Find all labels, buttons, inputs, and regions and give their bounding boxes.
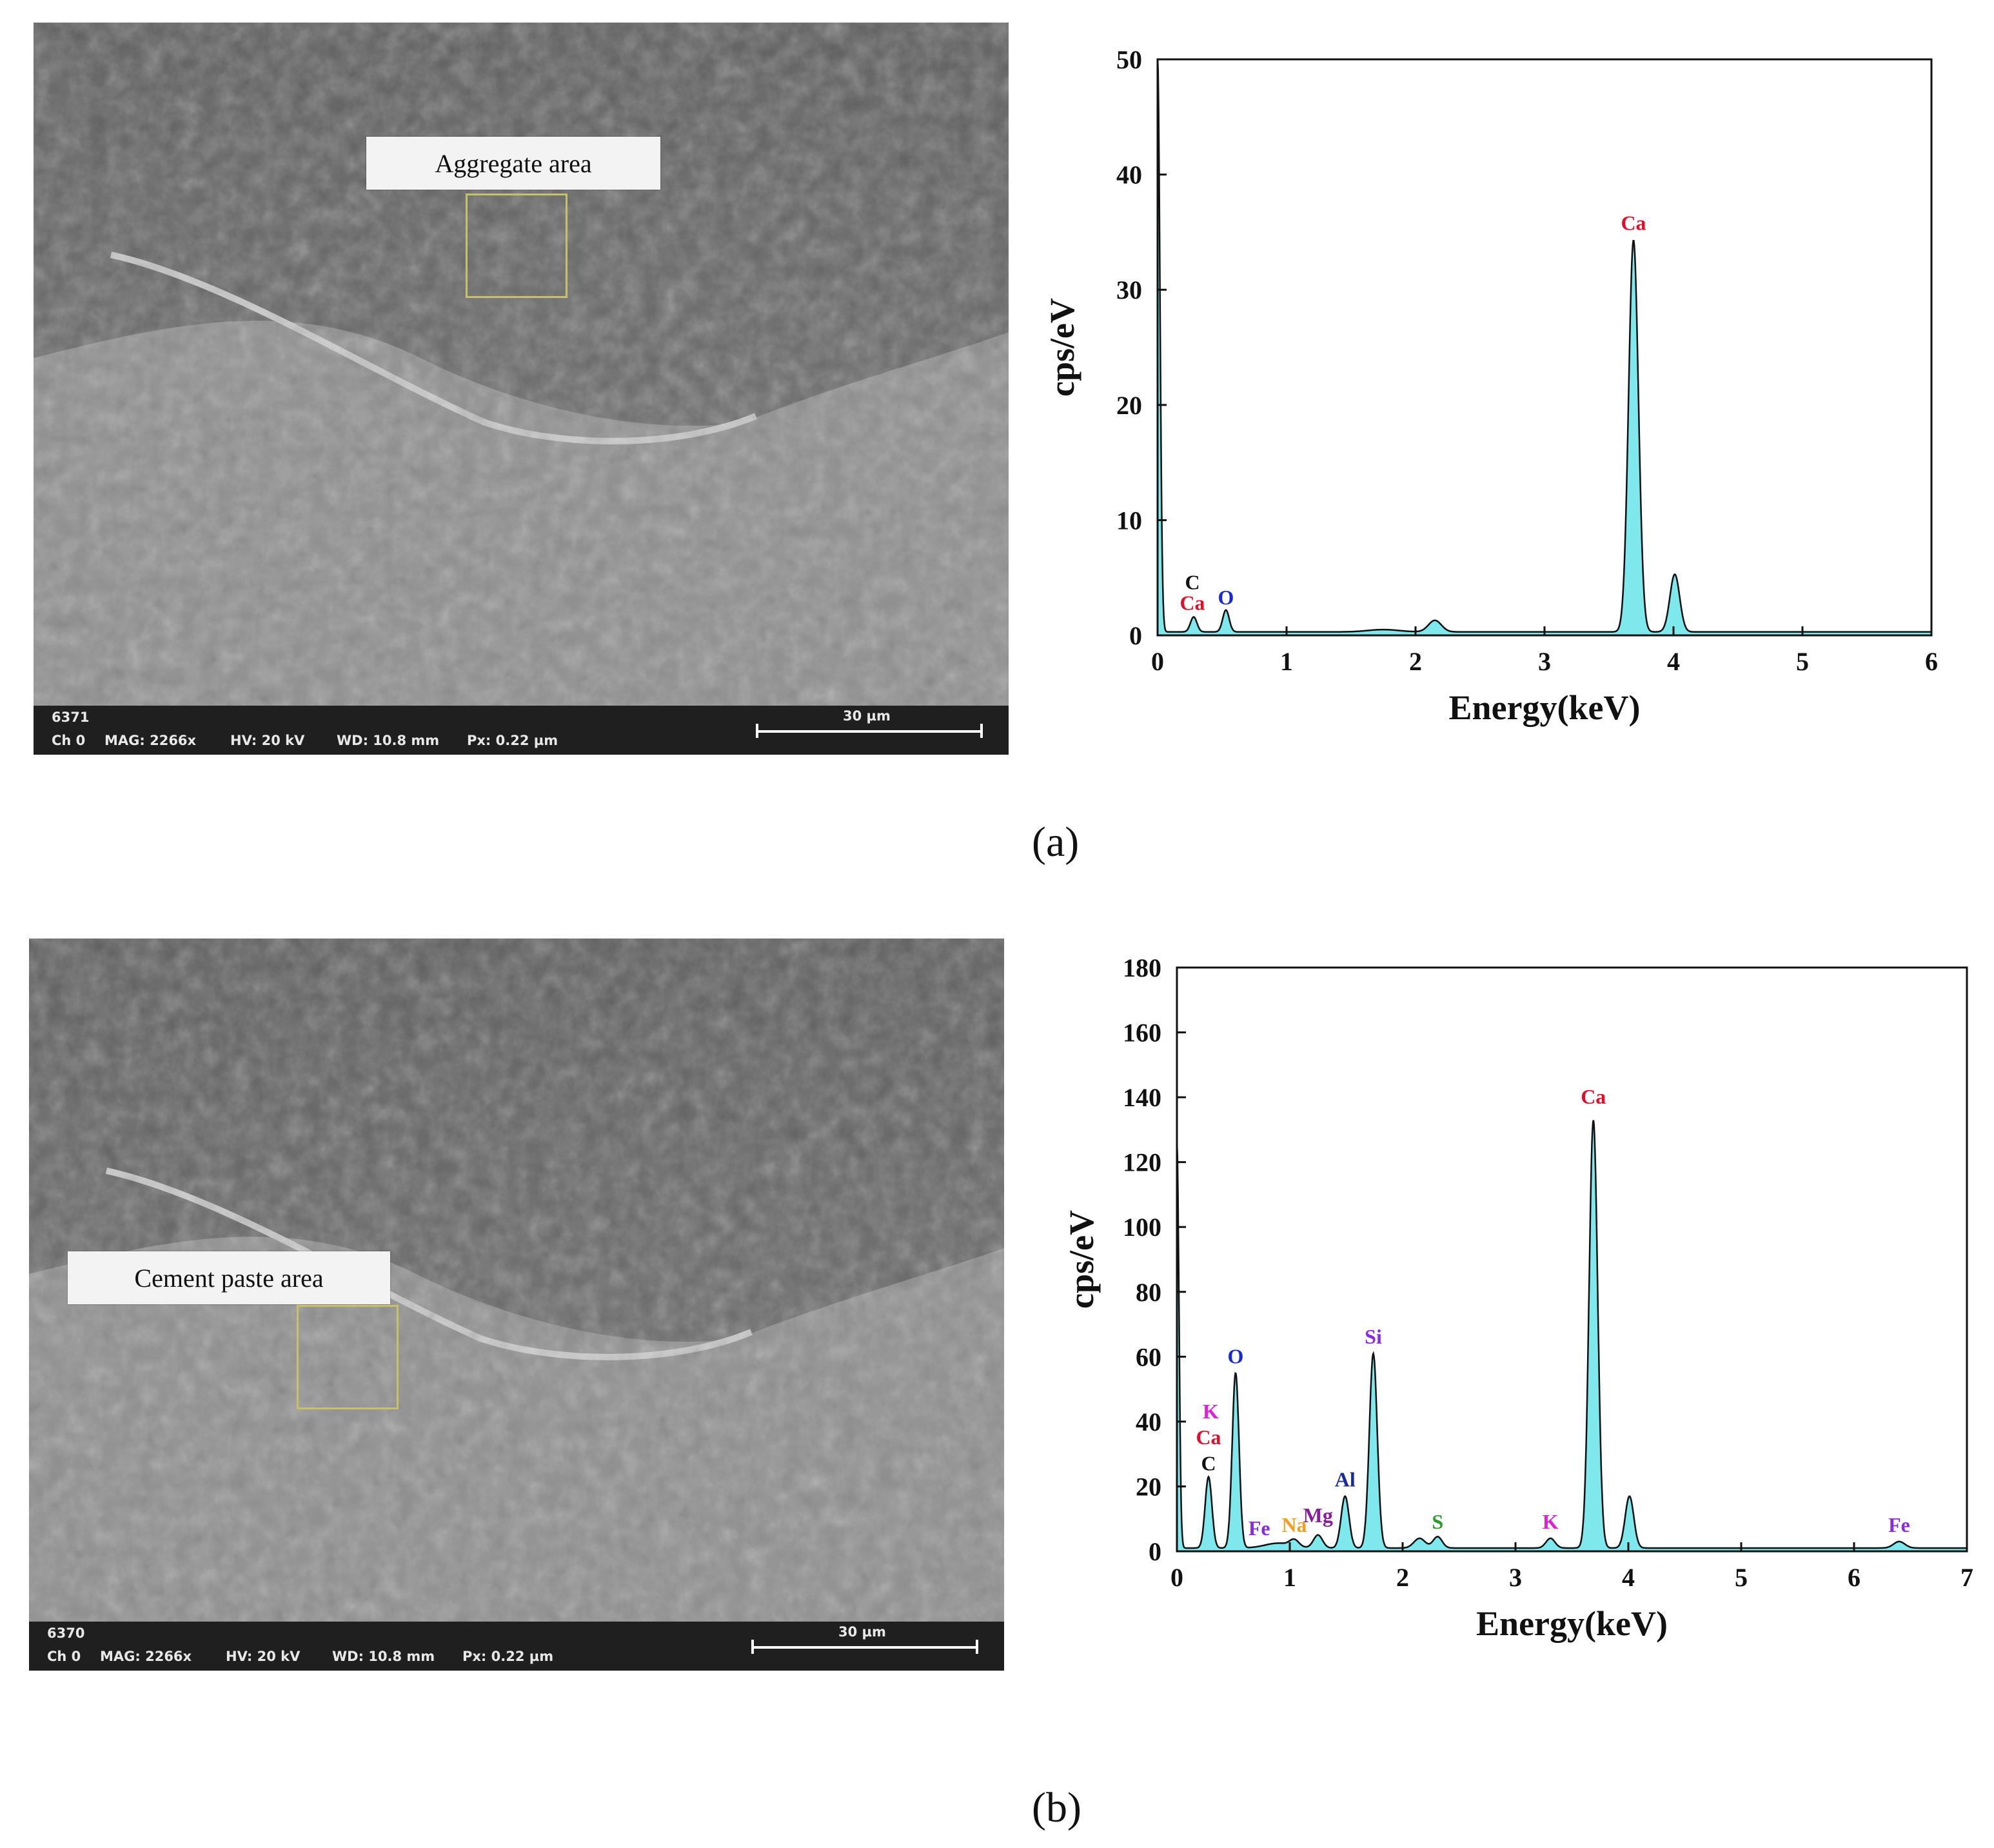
peak-label: Mg	[1303, 1504, 1333, 1527]
y-tick-label: 40	[1136, 1407, 1161, 1436]
sem-channel: Ch 0	[47, 1649, 81, 1664]
x-tick-label: 1	[1283, 1563, 1296, 1592]
peak-label: O	[1228, 1344, 1244, 1367]
x-tick-label: 4	[1667, 647, 1680, 676]
plot-frame	[1156, 58, 1933, 637]
scale-bar-tick-right	[976, 1640, 978, 1654]
scale-bar	[757, 730, 982, 733]
y-tick-label: 10	[1116, 506, 1142, 535]
x-axis-label: Energy(keV)	[1449, 688, 1641, 727]
aggregate-area-label: Aggregate area	[366, 137, 660, 190]
peak-label: Fe	[1888, 1513, 1910, 1536]
y-tick-label: 100	[1123, 1213, 1161, 1242]
y-axis-label: cps/eV	[1043, 298, 1081, 397]
y-tick-label: 0	[1129, 621, 1142, 650]
peak-label: Fe	[1249, 1516, 1270, 1540]
scale-bar	[753, 1646, 977, 1649]
sem-hv: HV: 20 kV	[226, 1649, 301, 1664]
x-tick-label: 3	[1509, 1563, 1522, 1592]
peak-label: K	[1543, 1510, 1559, 1533]
peak-label: Ca	[1581, 1085, 1606, 1108]
x-tick-label: 2	[1396, 1563, 1409, 1592]
y-tick-label: 120	[1123, 1148, 1161, 1177]
peak-label: C	[1201, 1451, 1216, 1475]
peak-label: K	[1203, 1400, 1219, 1423]
y-tick-label: 30	[1116, 275, 1142, 304]
sem-info-bar: 6371 Ch 0 MAG: 2266x HV: 20 kV WD: 10.8 …	[34, 706, 1009, 755]
sem-info-bar: 6370 Ch 0 MAG: 2266x HV: 20 kV WD: 10.8 …	[29, 1622, 1004, 1671]
y-tick-label: 60	[1136, 1342, 1161, 1371]
sem-channel: Ch 0	[52, 733, 86, 748]
scale-bar-tick-left	[751, 1640, 754, 1654]
sem-wd: WD: 10.8 mm	[332, 1649, 435, 1664]
scale-bar-tick-left	[756, 724, 758, 738]
spectrum-area	[1158, 59, 1931, 635]
peak-label: Si	[1365, 1325, 1382, 1348]
y-tick-label: 160	[1123, 1018, 1161, 1048]
plot-frame	[1176, 966, 1968, 1553]
cement-paste-area-label: Cement paste area	[68, 1251, 390, 1304]
x-tick-label: 6	[1848, 1563, 1861, 1592]
roi-box	[466, 194, 568, 298]
roi-box	[297, 1305, 399, 1409]
x-tick-label: 7	[1960, 1563, 1973, 1592]
sem-mag: MAG: 2266x	[100, 1649, 192, 1664]
x-axis-label: Energy(keV)	[1476, 1604, 1668, 1643]
y-tick-label: 80	[1136, 1278, 1161, 1307]
scale-bar-label: 30 µm	[838, 1624, 886, 1640]
sem-texture	[34, 23, 1009, 755]
x-tick-label: 0	[1170, 1563, 1183, 1592]
x-tick-label: 2	[1409, 647, 1422, 676]
peak-label: Na	[1281, 1513, 1307, 1536]
x-tick-label: 5	[1735, 1563, 1748, 1592]
peak-label: S	[1432, 1510, 1443, 1533]
x-tick-label: 4	[1622, 1563, 1635, 1592]
peak-label: Ca	[1621, 211, 1646, 234]
peak-label: Ca	[1196, 1426, 1221, 1449]
scale-bar-label: 30 µm	[843, 708, 891, 724]
sem-mag: MAG: 2266x	[104, 733, 197, 748]
x-tick-label: 5	[1796, 647, 1809, 676]
sem-image-id: 6370	[47, 1625, 85, 1641]
peak-label: O	[1218, 586, 1234, 609]
spectrum-area	[1177, 1120, 1967, 1551]
sem-image-cement-paste: Cement paste area 6370 Ch 0 MAG: 2266x H…	[29, 939, 1004, 1671]
sem-image-aggregate: Aggregate area 6371 Ch 0 MAG: 2266x HV: …	[34, 23, 1009, 755]
subfigure-label-b: (b)	[1032, 1784, 1081, 1831]
eds-spectrum-cement-paste: 0 1 2 3 4 5 6 7 0 20 40 60 80 100 120 140 160 180 Energy(k…	[1062, 953, 1973, 1643]
scale-bar-tick-right	[980, 724, 983, 738]
eds-spectrum-aggregate: 0 1 2 3 4 5 601020304050Energy(keV)cps/eVCaCCa…	[1043, 45, 1938, 727]
x-tick-label: 3	[1538, 647, 1551, 676]
x-tick-label: 6	[1925, 647, 1938, 676]
sem-px: Px: 0.22 µm	[467, 733, 558, 748]
subfigure-label-a: (a)	[1032, 819, 1080, 866]
y-tick-label: 0	[1149, 1537, 1161, 1566]
sem-image-id: 6371	[52, 710, 90, 725]
peak-label: C	[1185, 571, 1199, 594]
y-tick-label: 20	[1136, 1472, 1161, 1501]
x-tick-label: 1	[1280, 647, 1293, 676]
peak-label: Ca	[1180, 591, 1205, 615]
y-tick-label: 50	[1116, 45, 1142, 74]
sem-wd: WD: 10.8 mm	[337, 733, 440, 748]
y-axis-label: cps/eV	[1062, 1210, 1101, 1309]
peak-label: Al	[1335, 1467, 1356, 1491]
y-tick-label: 180	[1123, 953, 1161, 982]
x-tick-label: 0	[1151, 647, 1164, 676]
spectrum-line	[1176, 1120, 1967, 1549]
sem-hv: HV: 20 kV	[230, 733, 305, 748]
y-tick-label: 140	[1123, 1083, 1161, 1112]
y-tick-label: 20	[1116, 391, 1142, 420]
sem-px: Px: 0.22 µm	[462, 1649, 554, 1664]
spectrum-line	[1156, 59, 1931, 633]
y-tick-label: 40	[1116, 161, 1142, 190]
sem-texture	[29, 939, 1004, 1671]
